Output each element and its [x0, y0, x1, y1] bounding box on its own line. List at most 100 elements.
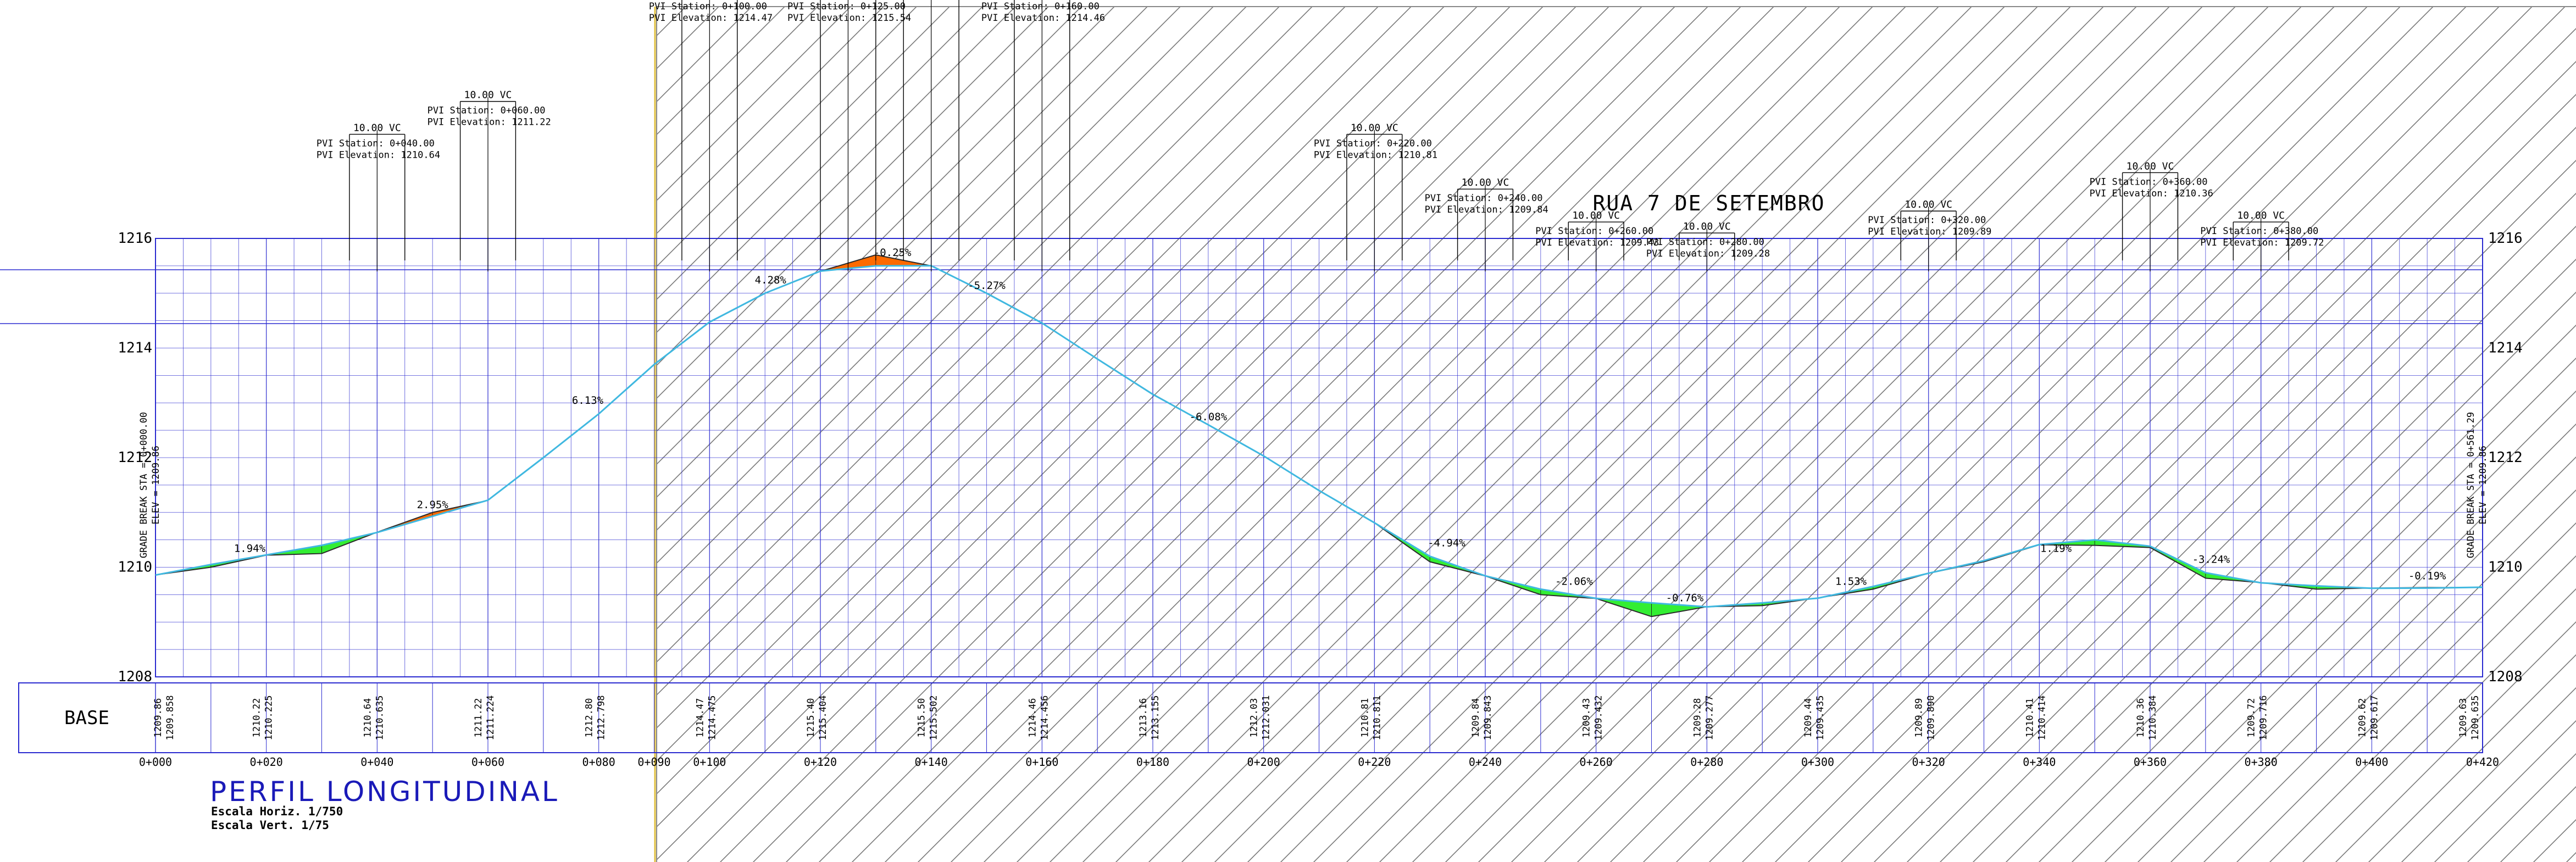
grade-break-elevation: ELEV = 1209.86	[2478, 446, 2489, 524]
pvi-station-label: PVI Station: 0+220.00	[1314, 138, 1432, 149]
profile-lines	[155, 254, 2483, 618]
pvi-vc-label: 10.00 VC	[1462, 177, 1509, 188]
pvi-station-label: PVI Station: 0+260.00	[1535, 226, 1653, 237]
base-grade-value: 1209.432	[1594, 696, 1605, 741]
pvi-elevation-label: PVI Elevation: 1210.64	[317, 149, 440, 160]
hatch-region	[657, 7, 2576, 862]
grade-percent-label: 4.28%	[755, 274, 787, 286]
base-terrain-value: 1210.81	[1359, 698, 1370, 738]
pvi-vc-label: 10.00 VC	[1905, 199, 1952, 210]
pvi-elevation-label: PVI Elevation: 1210.36	[2090, 188, 2213, 199]
station-label: 0+120	[804, 755, 837, 769]
grade-break-elevation: ELEV = 1209.86	[151, 446, 162, 524]
elevation-tick-right: 1208	[2488, 669, 2523, 685]
base-terrain-value: 1209.86	[153, 698, 164, 738]
base-grade-value: 1215.502	[929, 696, 940, 741]
base-terrain-value: 1209.62	[2357, 698, 2368, 738]
station-label: 0+040	[360, 755, 393, 769]
base-terrain-value: 1209.89	[1914, 698, 1925, 738]
elevation-tick-left: 1214	[118, 340, 152, 357]
pvi-station-label: PVI Station: 0+060.00	[428, 105, 546, 116]
base-grade-value: 1213.155	[1150, 696, 1161, 741]
base-terrain-value: 1209.43	[1581, 698, 1592, 738]
hatch-border	[656, 6, 2576, 862]
station-label: 0+260	[1580, 755, 1613, 769]
pvi-vc-label: 10.00 VC	[2127, 160, 2174, 172]
station-label: 0+420	[2466, 755, 2499, 769]
pvi-elevation-label: PVI Elevation: 1209.89	[1868, 226, 1991, 237]
pvi-vc-label: 10.00 VC	[1572, 210, 1620, 221]
station-label: 0+100	[693, 755, 726, 769]
base-grade-value: 1209.716	[2258, 696, 2269, 741]
grid	[0, 238, 2483, 677]
station-label: 0+020	[250, 755, 283, 769]
elevation-tick-right: 1216	[2488, 230, 2523, 247]
base-terrain-value: 1209.72	[2246, 698, 2257, 738]
base-terrain-value: 1210.36	[2135, 698, 2146, 738]
grade-percent-label: 1.19%	[2040, 543, 2072, 555]
base-terrain-value: 1215.40	[806, 698, 817, 738]
pvi-elevation-label: PVI Elevation: 1211.22	[428, 117, 551, 128]
elevation-tick-right: 1210	[2488, 559, 2523, 576]
scale-horizontal: Escala Horiz. 1/750	[211, 805, 343, 818]
base-table: BASE 1209.86 1209.858 1210.22 1210.225 1210.6…	[18, 682, 2499, 769]
base-grade-value: 1210.384	[2147, 696, 2158, 741]
pvi-station-label: PVI Station: 0+160.00	[981, 1, 1100, 12]
pvi-elevation-label: PVI Elevation: 1209.28	[1646, 248, 1770, 259]
grade-percent-label: -3.24%	[2192, 554, 2230, 566]
pvi-station-label: PVI Station: 0+100.00	[649, 1, 767, 12]
grade-break-label: GRADE BREAK STA = 0+561.29	[2466, 412, 2477, 558]
pvi-vc-label: 10.00 VC	[353, 122, 401, 134]
station-label: 0+200	[1247, 755, 1280, 769]
station-label: 0+360	[2134, 755, 2167, 769]
pvi-elevation-label: PVI Elevation: 1210.81	[1314, 149, 1437, 160]
station-label: 0+340	[2023, 755, 2056, 769]
base-terrain-value: 1209.44	[1803, 698, 1814, 738]
grade-percent-label: -0.76%	[1666, 592, 1704, 604]
grade-percent-label: 6.13%	[572, 394, 604, 407]
base-grade-value: 1210.414	[2036, 696, 2047, 741]
base-terrain-value: 1210.41	[2024, 698, 2035, 738]
base-grade-value: 1210.225	[264, 696, 275, 741]
pvi-elevation-label: PVI Elevation: 1214.47	[649, 13, 773, 24]
base-grade-value: 1210.811	[1372, 696, 1383, 741]
station-label: 0+180	[1136, 755, 1169, 769]
base-terrain-value: 1214.46	[1027, 698, 1038, 738]
grade-line	[155, 265, 2483, 608]
base-grade-value: 1215.404	[818, 696, 829, 741]
scale-vertical: Escala Vert. 1/75	[211, 819, 329, 832]
base-terrain-value: 1209.28	[1692, 698, 1703, 738]
base-terrain-value: 1210.22	[252, 698, 263, 738]
station-label: 0+400	[2355, 755, 2388, 769]
station-label: 0+240	[1469, 755, 1502, 769]
pvi-vc-label: 10.00 VC	[1351, 122, 1398, 134]
pvi-station-label: PVI Station: 0+040.00	[317, 138, 435, 149]
station-label: 0+380	[2245, 755, 2278, 769]
grade-percent-label: -2.06%	[1555, 575, 1593, 587]
pvi-elevation-label: PVI Elevation: 1214.46	[981, 13, 1105, 24]
grade-break-label: GRADE BREAK STA = 0+000.00	[138, 412, 149, 558]
station-label: 0+220	[1358, 755, 1391, 769]
base-terrain-value: 1212.80	[584, 698, 595, 738]
pvi-station-label: PVI Station: 0+125.00	[787, 1, 906, 12]
grade-labels: 1.94% 2.95% 6.13% 4.28% -0.25% -5.27% -6.08% -4…	[234, 247, 2446, 604]
base-grade-value: 1210.635	[374, 696, 385, 741]
pvi-elevation-label: PVI Elevation: 1215.54	[787, 13, 911, 24]
base-grade-value: 1209.635	[2470, 696, 2481, 741]
elevation-tick-right: 1212	[2488, 449, 2523, 466]
pvi-station-label: PVI Station: 0+380.00	[2200, 226, 2318, 237]
station-label: 0+090	[637, 755, 670, 769]
elevation-tick-left: 1210	[118, 559, 152, 576]
elevation-tick-left: 1216	[118, 230, 152, 247]
base-grade-value: 1209.435	[1815, 696, 1826, 741]
station-label: 0+280	[1690, 755, 1723, 769]
pvi-vc-label: 10.00 VC	[1683, 221, 1731, 232]
base-label: BASE	[64, 707, 109, 729]
base-terrain-value: 1209.63	[2458, 698, 2469, 738]
base-terrain-value: 1212.03	[1249, 698, 1260, 738]
station-label: 0+160	[1025, 755, 1058, 769]
base-grade-value: 1209.858	[165, 696, 176, 741]
